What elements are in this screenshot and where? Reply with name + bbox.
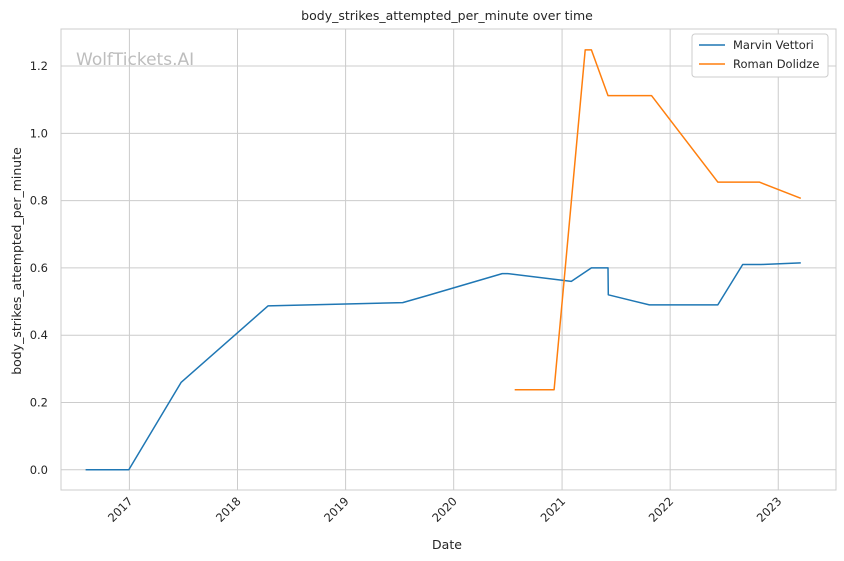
legend: Marvin Vettori Roman Dolidze xyxy=(691,33,829,78)
y-tick-label: 1.2 xyxy=(30,59,48,73)
x-tick-label: 2019 xyxy=(321,494,352,525)
y-tick-label: 0.4 xyxy=(30,328,48,342)
grid xyxy=(61,29,836,490)
plot-frame xyxy=(60,28,837,491)
chart-title: body_strikes_attempted_per_minute over t… xyxy=(301,8,593,23)
legend-box xyxy=(691,33,829,78)
x-tick-label: 2018 xyxy=(213,494,244,525)
legend-label-marvin-vettori: Marvin Vettori xyxy=(733,38,814,52)
x-tick-label: 2020 xyxy=(429,494,460,525)
x-tick-label: 2017 xyxy=(105,494,136,525)
x-tick-label: 2022 xyxy=(646,494,677,525)
legend-label-roman-dolidze: Roman Dolidze xyxy=(733,57,819,71)
series-line-marvin-vettori xyxy=(85,262,801,471)
y-tick-label: 0.2 xyxy=(30,396,48,410)
watermark-text: WolfTickets.AI xyxy=(76,50,194,70)
series-lines xyxy=(85,49,802,471)
axis-ticks: 2017 2018 2019 2020 2021 2022 2023 0.0 0.2 0.4 0.6… xyxy=(30,59,785,525)
x-tick-label: 2021 xyxy=(538,494,569,525)
x-tick-label: 2023 xyxy=(754,494,785,525)
y-tick-label: 0.6 xyxy=(30,261,48,275)
x-axis-label: Date xyxy=(432,537,462,552)
y-tick-label: 1.0 xyxy=(30,126,48,140)
y-tick-label: 0.0 xyxy=(30,463,48,477)
y-axis-label: body_strikes_attempted_per_minute xyxy=(9,147,24,375)
y-tick-label: 0.8 xyxy=(30,194,48,208)
series-line-roman-dolidze xyxy=(514,49,802,391)
